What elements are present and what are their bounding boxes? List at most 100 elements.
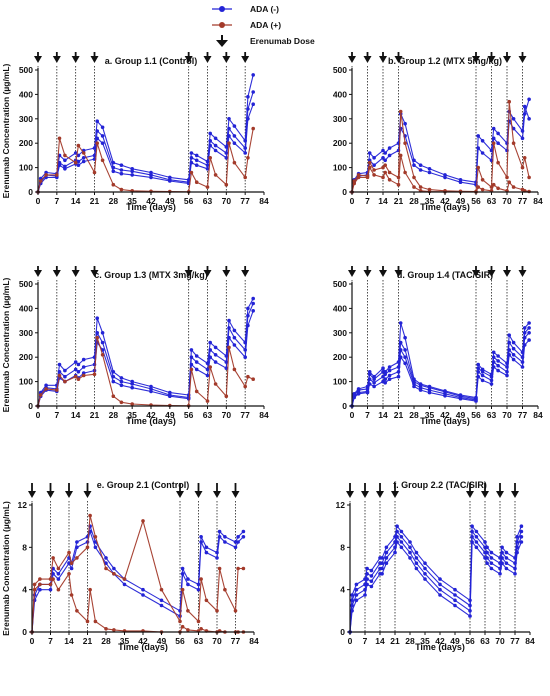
data-point: [75, 540, 79, 544]
data-point: [215, 609, 219, 613]
data-point: [398, 109, 403, 114]
legend-label-ada-neg: ADA (-): [250, 4, 279, 14]
x-tick-label: 42: [440, 410, 450, 420]
data-point: [232, 367, 237, 372]
dose-arrow-icon: [34, 56, 42, 63]
x-tick-label: 14: [375, 636, 385, 646]
data-point: [505, 373, 509, 378]
dose-arrow-icon: [472, 270, 480, 277]
dose-arrow-icon: [71, 56, 80, 63]
data-point: [427, 167, 432, 171]
data-point: [76, 143, 81, 148]
data-point: [372, 374, 376, 379]
data-point: [69, 561, 74, 565]
series-line: [37, 337, 254, 407]
data-point: [393, 550, 397, 555]
dose-arrow-icon: [203, 56, 212, 63]
data-point: [520, 365, 525, 369]
data-point: [85, 545, 90, 550]
data-point: [393, 535, 397, 539]
data-point: [63, 158, 67, 163]
x-tick-label: 21: [390, 636, 400, 646]
data-point: [56, 577, 61, 581]
data-point: [76, 370, 81, 374]
data-point: [408, 540, 412, 544]
data-point: [199, 540, 203, 544]
data-point: [251, 90, 255, 94]
x-tick-label: 0: [348, 636, 353, 646]
data-point: [112, 628, 116, 632]
data-point: [251, 73, 255, 77]
data-point: [251, 309, 255, 313]
data-point: [227, 345, 231, 350]
data-point: [63, 153, 67, 158]
data-point: [186, 628, 190, 632]
data-point: [208, 143, 212, 148]
x-tick-label: 28: [101, 636, 111, 646]
x-tick-label: 42: [146, 196, 156, 206]
data-point: [519, 529, 524, 534]
data-point: [119, 400, 124, 405]
data-point: [387, 178, 392, 182]
data-point: [130, 169, 134, 174]
dose-arrow-icon: [348, 270, 356, 277]
data-point: [372, 173, 376, 177]
data-point: [100, 353, 105, 357]
data-point: [180, 587, 185, 592]
data-point: [194, 153, 199, 158]
x-tick-label: 84: [259, 410, 269, 420]
series-line: [349, 536, 522, 633]
dose-arrow-icon: [487, 270, 496, 277]
data-point: [395, 540, 399, 544]
data-point: [213, 143, 218, 148]
data-point: [412, 384, 416, 389]
dose-arrow-icon: [176, 491, 184, 498]
data-point: [381, 175, 385, 180]
data-point: [69, 593, 74, 597]
data-point: [496, 160, 500, 165]
y-tick-label: 300: [19, 328, 33, 338]
data-point: [76, 377, 81, 381]
data-point: [515, 535, 519, 539]
data-point: [418, 388, 423, 392]
data-point: [55, 175, 59, 180]
data-point: [111, 370, 116, 374]
data-point: [111, 379, 116, 384]
data-point: [372, 163, 376, 167]
y-tick-label: 8: [22, 542, 27, 552]
data-point: [233, 609, 238, 613]
data-point: [527, 97, 531, 102]
data-point: [398, 321, 403, 325]
panel-e: e. Group 2.1 (Control) 0 7 14 21 28 35 42 49 56 63…: [0, 476, 275, 696]
data-point: [476, 362, 480, 367]
x-tick-label: 77: [231, 636, 241, 646]
dose-arrow-icon: [65, 491, 73, 498]
data-point: [396, 360, 401, 364]
data-point: [204, 550, 209, 555]
data-point: [498, 556, 502, 560]
data-point: [356, 173, 361, 177]
dose-arrow-icon: [203, 270, 212, 277]
chart-panel-f: f. Group 2.2 (TAC/SIR)0 7 14 21 28 35 42 49 56 63…: [336, 480, 535, 652]
data-point: [527, 326, 531, 330]
data-point: [119, 163, 124, 167]
data-point: [92, 170, 97, 175]
data-point: [213, 136, 218, 141]
data-point: [438, 593, 442, 597]
data-point: [395, 524, 399, 528]
data-point: [384, 550, 389, 555]
x-tick-label: 35: [127, 410, 137, 420]
data-point: [383, 377, 387, 381]
data-point: [354, 598, 359, 603]
panel-title: d. Group 1.4 (TAC/SIR): [397, 270, 493, 280]
data-point: [217, 566, 222, 571]
data-point: [85, 619, 90, 624]
data-point: [480, 367, 485, 372]
data-point: [38, 587, 42, 592]
y-tick-label: 12: [18, 500, 28, 510]
data-point: [356, 392, 361, 396]
data-point: [511, 346, 516, 351]
data-point: [438, 587, 442, 592]
data-point: [381, 165, 385, 170]
legend-item-dose: Erenumab Dose: [210, 34, 360, 48]
